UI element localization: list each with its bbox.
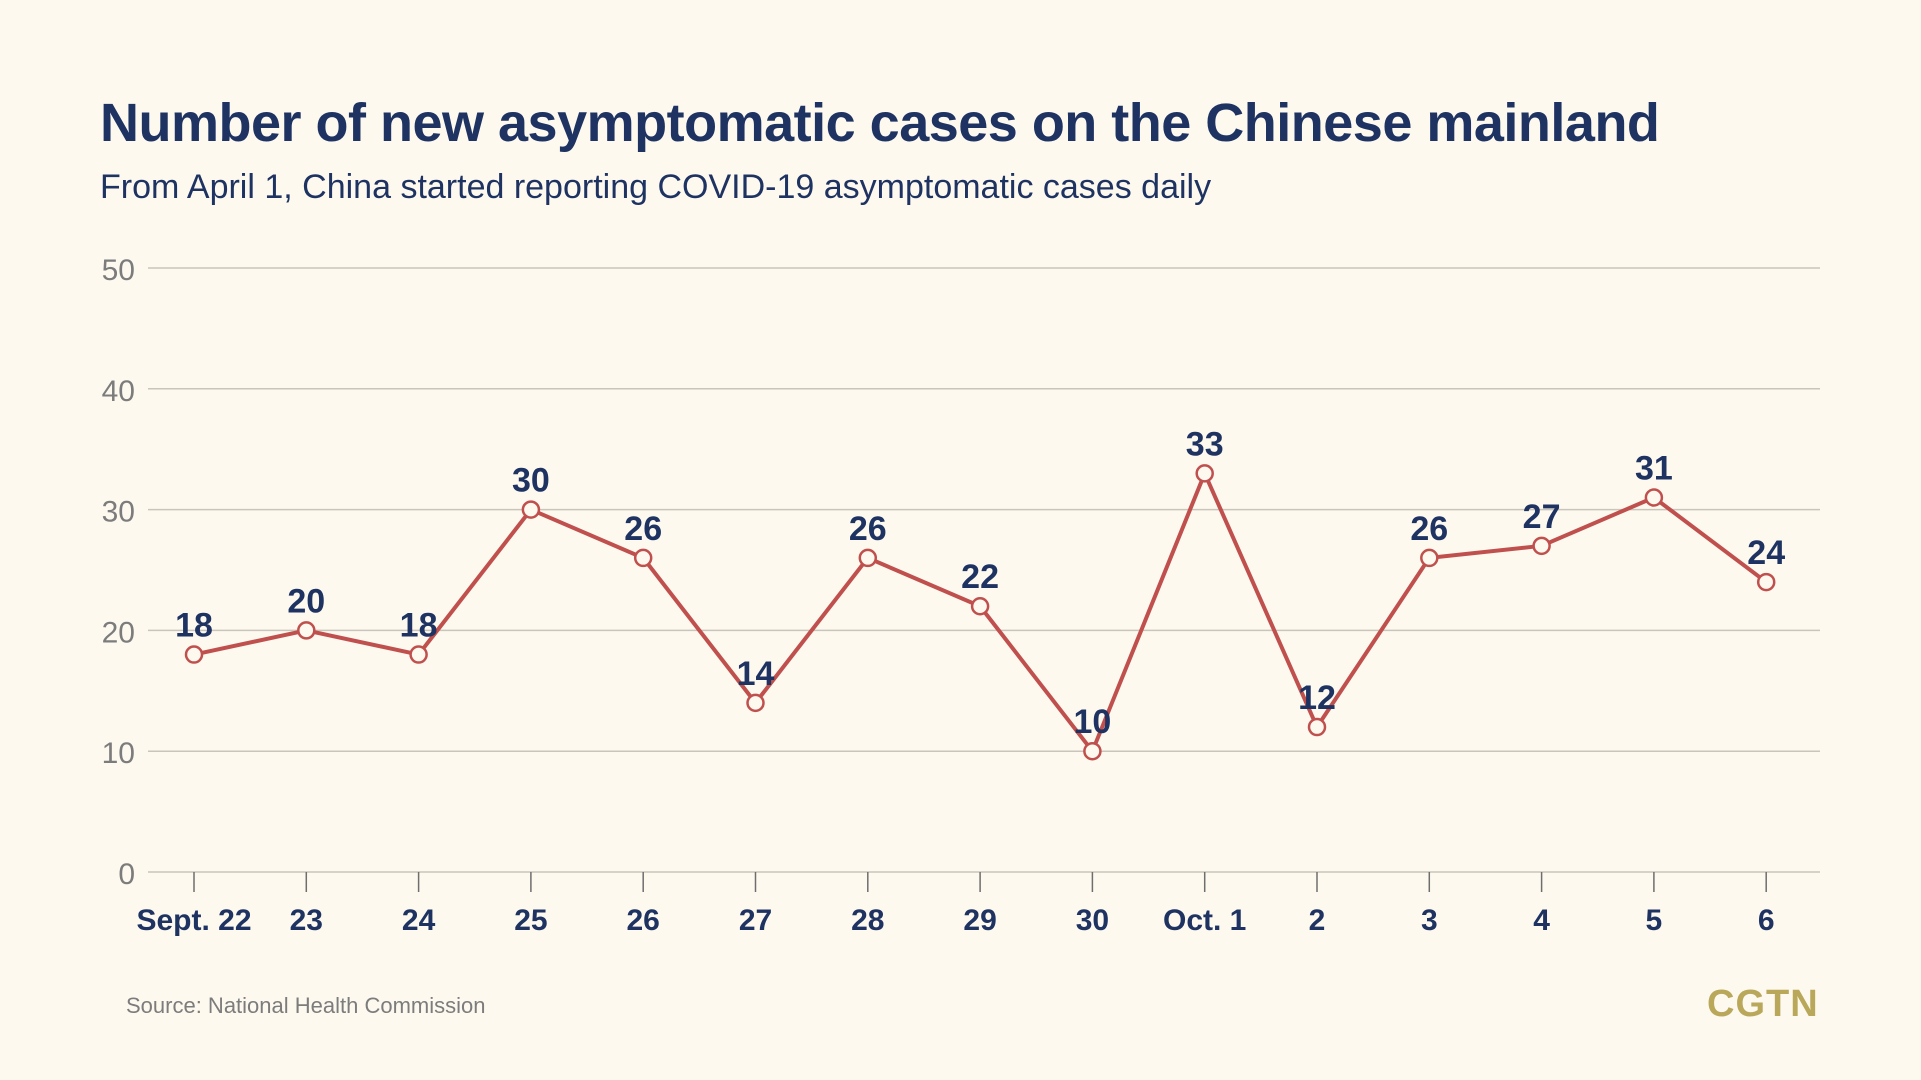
data-label: 31 [1635,450,1673,488]
data-label: 22 [961,558,999,596]
x-tick-label: 26 [627,904,660,937]
data-point [858,548,878,568]
chart-title: Number of new asymptomatic cases on the … [100,93,1660,153]
x-tick-label: 25 [514,904,547,937]
x-tick-label: 23 [290,904,323,937]
data-point [1083,741,1102,761]
y-tick-label: 10 [102,737,135,770]
data-point [409,645,428,664]
data-label: 30 [512,462,550,500]
data-point [1195,464,1214,483]
data-point [521,500,541,519]
source-note: Source: National Health Commission [126,993,486,1018]
x-tick-label: 3 [1421,904,1438,937]
data-label: 26 [624,510,662,548]
data-label: 26 [1410,510,1448,548]
data-label: 10 [1073,703,1111,741]
data-point [297,621,316,640]
x-tick-label: Oct. 1 [1163,904,1246,937]
y-tick-label: 30 [102,496,135,529]
data-point [633,548,653,568]
y-tick-label: 50 [102,254,135,287]
y-tick-label: 40 [102,375,135,408]
data-label: 18 [175,607,213,645]
cgtn-logo: CGTN [1707,983,1819,1025]
data-point [746,693,765,713]
x-tick-label: 2 [1309,904,1326,937]
data-point [1756,572,1776,592]
x-tick-label: 27 [739,904,772,937]
data-point [1644,488,1664,507]
data-label: 26 [849,510,887,548]
x-tick-label: 28 [851,904,884,937]
data-label: 14 [737,655,775,693]
data-label: 27 [1523,498,1561,536]
data-label: 18 [400,607,438,645]
data-point [184,645,204,664]
data-label: 12 [1298,679,1336,717]
data-point [1420,548,1439,568]
chart-subtitle: From April 1, China started reporting CO… [100,168,1212,206]
y-tick-label: 0 [118,858,135,891]
data-label: 24 [1747,534,1785,572]
data-point [1532,536,1551,556]
x-tick-label: 29 [963,904,996,937]
x-tick-label: 24 [402,904,436,937]
x-tick-label: 30 [1076,904,1109,937]
data-label: 33 [1186,425,1224,463]
data-point [1307,717,1327,737]
x-tick-label: Sept. 22 [136,904,251,937]
x-tick-label: 6 [1758,904,1775,937]
data-point [970,596,990,616]
data-label: 20 [287,582,325,620]
x-tick-label: 4 [1533,904,1550,937]
y-tick-label: 20 [102,616,135,649]
x-tick-label: 5 [1646,904,1663,937]
